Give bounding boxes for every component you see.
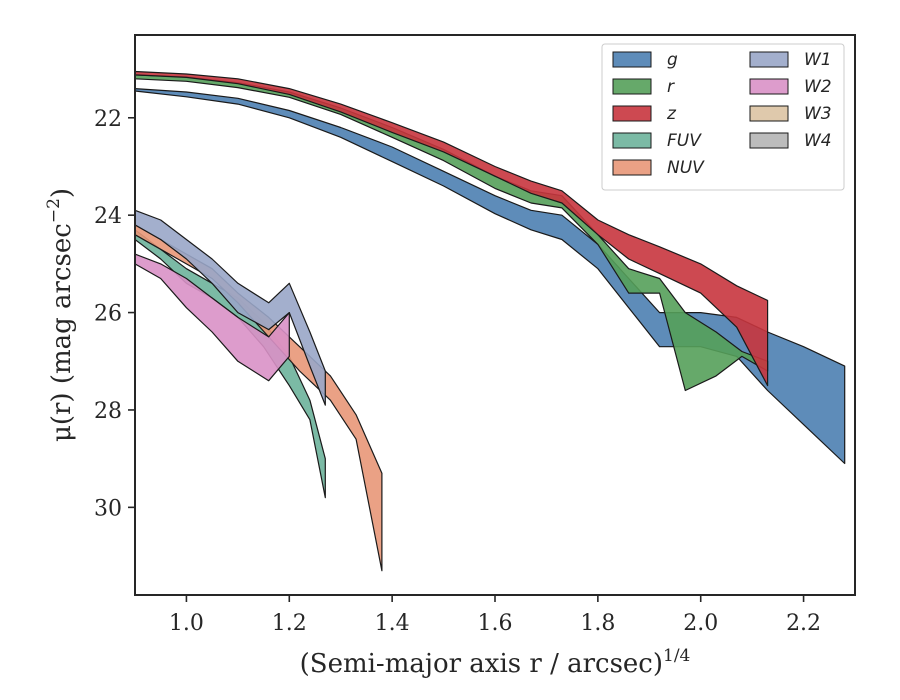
legend-swatch-nuv	[612, 159, 652, 176]
legend-label-w4: W4	[804, 131, 832, 151]
x-tick-label: 2.2	[786, 611, 821, 636]
legend-label-w3: W3	[804, 104, 832, 124]
x-axis: 1.0 1.2 1.4 1.6 1.8 2.0 2.2	[169, 595, 821, 636]
legend-label-g: g	[667, 50, 678, 70]
legend-swatch-fuv	[612, 132, 652, 149]
y-tick-label: 30	[94, 496, 122, 521]
y-axis: 22 24 26 28 30	[94, 107, 135, 521]
legend-label-z: z	[666, 104, 677, 124]
band-z	[134, 70, 769, 387]
y-tick-label: 22	[94, 107, 122, 132]
legend-swatch-g	[612, 51, 652, 68]
legend-label-r: r	[667, 77, 675, 97]
legend-swatch-r	[612, 78, 652, 95]
legend: grz FUV NUV W1 W2 W3 W4	[601, 43, 845, 191]
x-tick-label: 2.0	[683, 611, 718, 636]
band-w2	[134, 253, 290, 382]
legend-label-w1: W1	[804, 50, 832, 70]
y-tick-label: 24	[94, 204, 122, 229]
legend-swatch-z	[612, 105, 652, 122]
band-g	[134, 88, 846, 465]
x-tick-label: 1.4	[375, 611, 410, 636]
legend-label-nuv: NUV	[667, 158, 705, 178]
y-tick-label: 28	[94, 399, 122, 424]
legend-label-w2: W2	[804, 77, 832, 97]
x-tick-label: 1.0	[169, 611, 204, 636]
band-layer	[134, 70, 846, 572]
legend-label-fuv: FUV	[667, 131, 702, 151]
legend-swatch-w1	[749, 51, 789, 68]
x-axis-label: (Semi-major axis r / arcsec)1/4	[300, 646, 691, 679]
legend-swatch-w3	[749, 105, 789, 122]
legend-swatch-w4	[749, 132, 789, 149]
y-tick-label: 26	[94, 302, 122, 327]
x-tick-label: 1.2	[272, 611, 307, 636]
x-tick-label: 1.6	[478, 611, 513, 636]
x-tick-label: 1.8	[580, 611, 615, 636]
legend-swatch-w2	[749, 78, 789, 95]
band-w1	[134, 209, 326, 406]
y-axis-label: μ(r) (mag arcsec−2)	[44, 188, 77, 442]
